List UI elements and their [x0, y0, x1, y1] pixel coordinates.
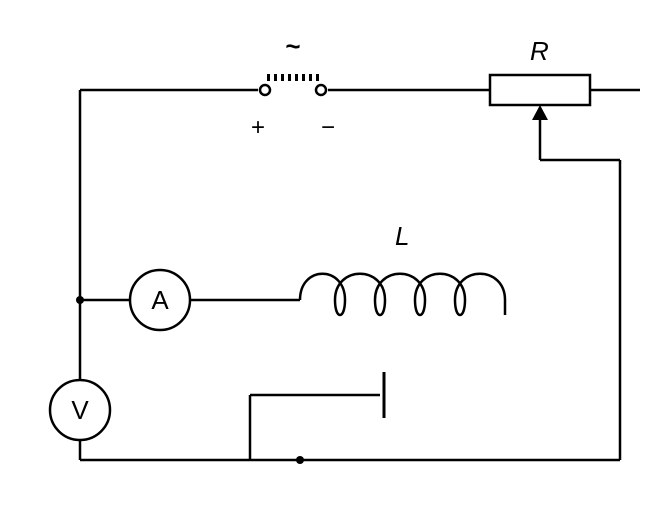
ammeter: A [130, 270, 190, 330]
polarity-plus: + [251, 114, 265, 141]
lower-branch [250, 372, 384, 460]
inductor-label: L [395, 221, 409, 251]
voltmeter: V [50, 380, 110, 440]
switch-terminal-right [316, 85, 326, 95]
node-left [76, 296, 84, 304]
resistor: R [490, 36, 620, 160]
resistor-label: R [530, 36, 549, 66]
inductor: L [300, 221, 505, 315]
voltmeter-label: V [71, 395, 89, 425]
polarity-minus: − [321, 114, 335, 141]
source-switch: ~ + − [251, 31, 335, 141]
switch-dots [267, 74, 319, 81]
ac-symbol: ~ [285, 31, 300, 61]
ammeter-label: A [151, 285, 169, 315]
wiper-arrowhead [532, 105, 548, 120]
circuit-diagram: ~ + − R A V L [0, 0, 671, 520]
switch-terminal-left [260, 85, 270, 95]
node-bottom [296, 456, 304, 464]
